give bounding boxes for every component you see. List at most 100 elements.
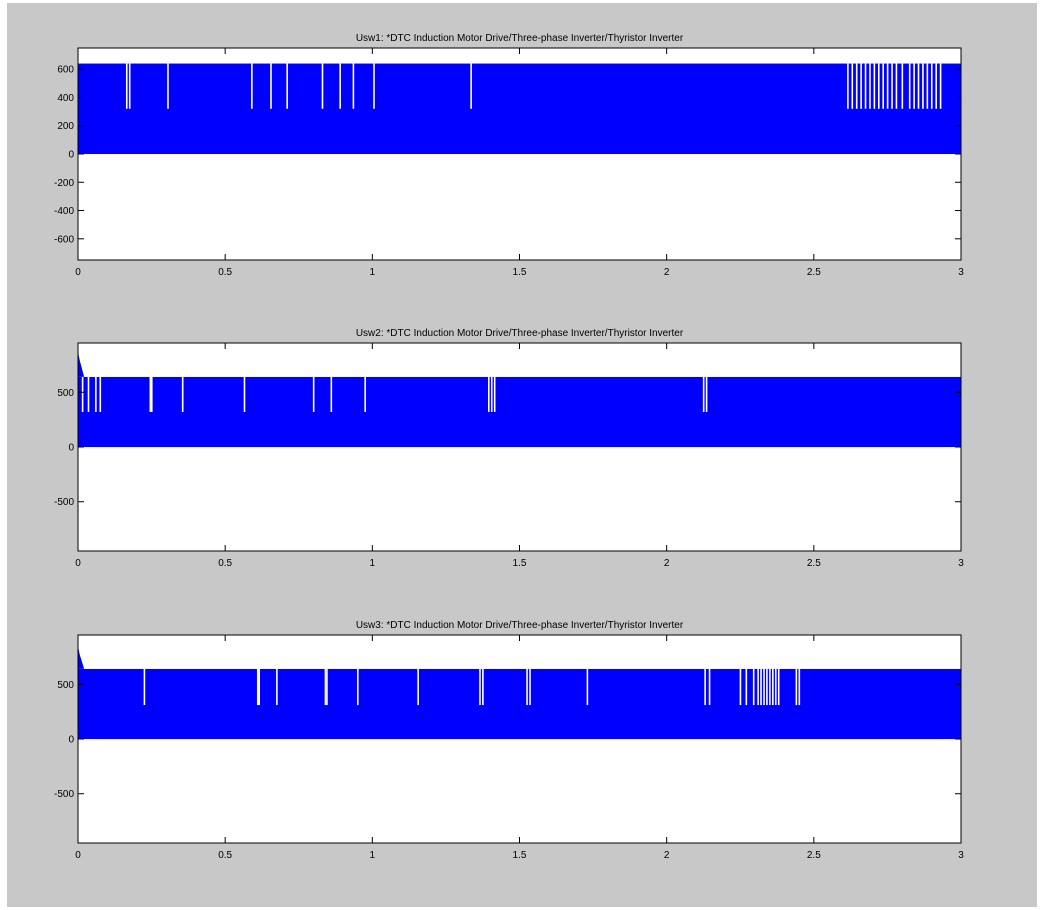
switching-notch: [757, 668, 759, 706]
switching-notch: [312, 376, 315, 412]
switching-notch: [769, 668, 771, 706]
switching-notch: [256, 668, 259, 706]
y-tick-label: 200: [57, 121, 74, 132]
switching-notch: [901, 63, 904, 109]
switching-notch: [739, 668, 742, 706]
switching-notch: [777, 668, 780, 706]
switching-notch: [324, 668, 327, 706]
switching-notch: [143, 668, 146, 706]
switching-notch: [930, 63, 933, 109]
switching-notch: [276, 668, 278, 706]
switching-notch: [95, 376, 97, 412]
switching-notch: [926, 63, 929, 109]
x-tick-label: 0.5: [218, 850, 232, 861]
switching-notch: [772, 668, 774, 706]
x-tick-label: 1: [370, 850, 376, 861]
switching-notch: [493, 376, 496, 412]
switching-notch: [886, 63, 889, 109]
y-tick-label: 500: [57, 388, 74, 399]
switching-notch: [286, 63, 288, 109]
switching-notch: [705, 376, 708, 412]
x-tick-label: 2: [664, 850, 670, 861]
signal-group: [78, 351, 961, 447]
switching-notch: [251, 63, 253, 109]
subplot-title: Usw1: *DTC Induction Motor Drive/Three-p…: [356, 33, 684, 44]
y-tick-label: 500: [57, 680, 74, 691]
subplot-3: Usw3: *DTC Induction Motor Drive/Three-p…: [54, 620, 964, 861]
switching-notch: [321, 63, 324, 109]
switching-notch: [864, 63, 867, 109]
switching-notch: [352, 63, 355, 109]
x-tick-label: 0: [75, 850, 81, 861]
switching-notch: [704, 668, 706, 706]
switching-notch: [774, 668, 777, 706]
switching-notch: [490, 376, 493, 412]
switching-notch: [181, 376, 184, 412]
switching-notch: [702, 376, 705, 412]
y-tick-label: -500: [54, 789, 74, 800]
x-tick-label: 2.5: [807, 558, 821, 569]
switching-notch: [855, 63, 858, 109]
y-tick-label: 0: [68, 150, 74, 161]
switching-notch: [364, 376, 366, 412]
switching-notch: [357, 668, 359, 706]
y-tick-label: -200: [54, 178, 74, 189]
subplot-1: Usw1: *DTC Induction Motor Drive/Three-p…: [54, 33, 964, 278]
x-tick-label: 1: [370, 267, 376, 278]
y-tick-label: -500: [54, 497, 74, 508]
y-tick-label: -400: [54, 206, 74, 217]
switching-notch: [479, 668, 481, 706]
switching-notch: [763, 668, 765, 706]
switching-notch: [760, 668, 762, 706]
x-tick-label: 2: [664, 558, 670, 569]
switching-notch: [373, 63, 375, 109]
switching-notch: [339, 63, 341, 109]
subplot-title: Usw2: *DTC Induction Motor Drive/Three-p…: [356, 328, 684, 339]
switching-notch: [895, 63, 898, 109]
switching-notch: [487, 376, 490, 412]
switching-notch: [877, 63, 880, 109]
switching-notch: [258, 668, 261, 706]
switching-notch: [708, 668, 711, 706]
x-tick-label: 2.5: [807, 267, 821, 278]
y-tick-label: 0: [68, 735, 74, 746]
x-tick-label: 1.5: [513, 850, 527, 861]
switching-notch: [891, 63, 893, 109]
voltage-band: [78, 668, 961, 739]
switching-notch: [873, 63, 876, 109]
x-tick-label: 1.5: [513, 267, 527, 278]
switching-notch: [908, 63, 911, 109]
switching-notch: [869, 63, 871, 109]
voltage-band: [78, 376, 961, 447]
switching-notch: [529, 668, 531, 706]
x-tick-label: 3: [958, 850, 964, 861]
switching-notch: [847, 63, 849, 109]
x-tick-label: 0.5: [218, 267, 232, 278]
switching-notch: [482, 668, 484, 706]
switching-notch: [939, 63, 942, 109]
switching-notch: [798, 668, 801, 706]
x-tick-label: 0.5: [218, 558, 232, 569]
switching-notch: [87, 376, 90, 412]
switching-notch: [243, 376, 246, 412]
y-tick-label: 600: [57, 65, 74, 76]
x-tick-label: 3: [958, 558, 964, 569]
switching-notch: [167, 63, 169, 109]
switching-notch: [149, 376, 152, 412]
x-tick-label: 1.5: [513, 558, 527, 569]
voltage-band: [78, 63, 961, 155]
switching-notch: [745, 668, 748, 706]
switching-notch: [99, 376, 102, 412]
x-tick-label: 3: [958, 267, 964, 278]
y-tick-label: 0: [68, 443, 74, 454]
subplot-title: Usw3: *DTC Induction Motor Drive/Three-p…: [356, 620, 684, 631]
switching-notch: [326, 668, 328, 706]
switching-notch: [125, 63, 128, 109]
switching-notch: [417, 668, 419, 706]
switching-notch: [526, 668, 528, 706]
signal-group: [78, 645, 961, 739]
signal-group: [78, 63, 961, 155]
switching-notch: [128, 63, 131, 109]
switching-notch: [150, 376, 153, 412]
switching-notch: [795, 668, 798, 706]
